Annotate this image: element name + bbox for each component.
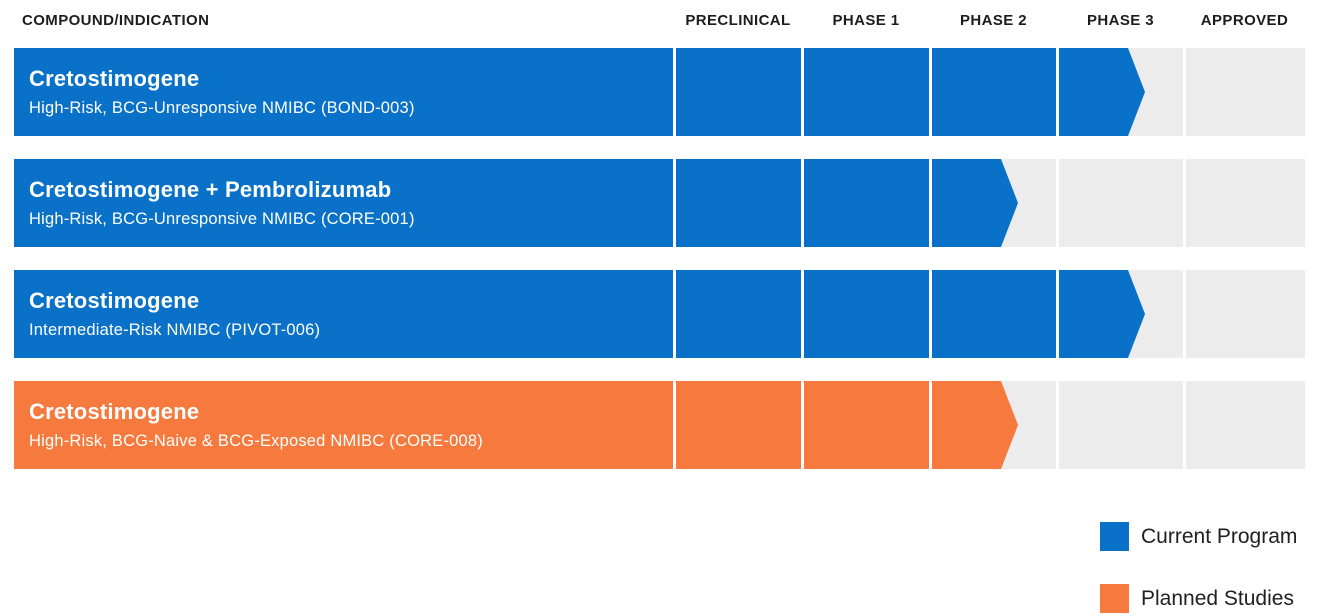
compound-name: Cretostimogene [29,288,200,313]
column-divider [1056,381,1059,469]
pipeline-row-core-001: Cretostimogene + Pembrolizumab High-Risk… [14,159,1305,247]
column-divider [1183,159,1186,247]
column-divider [1183,270,1186,358]
column-divider [673,159,676,247]
pipeline-rows: Cretostimogene High-Risk, BCG-Unresponsi… [14,48,1305,469]
column-divider [1183,48,1186,136]
column-divider [801,270,804,358]
column-header-row: COMPOUND/INDICATION PRECLINICAL PHASE 1 … [14,12,1305,29]
pipeline-row-core-008: Cretostimogene High-Risk, BCG-Naive & BC… [14,381,1305,469]
column-divider [673,270,676,358]
progress-bar: Cretostimogene + Pembrolizumab High-Risk… [14,159,1018,247]
legend-label-planned-studies: Planned Studies [1141,586,1294,610]
progress-bar: Cretostimogene High-Risk, BCG-Unresponsi… [14,48,1145,136]
pipeline-row-bond-003: Cretostimogene High-Risk, BCG-Unresponsi… [14,48,1305,136]
legend-item-planned-studies: Planned Studies [1100,584,1297,613]
column-header-approved: APPROVED [1200,12,1289,29]
indication-label: High-Risk, BCG-Unresponsive NMIBC (CORE-… [29,210,415,228]
column-divider [801,381,804,469]
column-divider [801,48,804,136]
column-divider [929,159,932,247]
indication-label: High-Risk, BCG-Unresponsive NMIBC (BOND-… [29,99,415,117]
indication-label: Intermediate-Risk NMIBC (PIVOT-006) [29,321,321,339]
column-divider [1056,48,1059,136]
column-header-phase-3: PHASE 3 [1087,12,1154,29]
compound-name: Cretostimogene [29,399,200,424]
column-divider [673,48,676,136]
column-divider [929,381,932,469]
column-divider [1056,159,1059,247]
legend-label-current-program: Current Program [1141,524,1298,548]
pipeline-row-pivot-006: Cretostimogene Intermediate-Risk NMIBC (… [14,270,1305,358]
legend-item-current-program: Current Program [1100,522,1297,551]
indication-label: High-Risk, BCG-Naive & BCG-Exposed NMIBC… [29,432,483,450]
progress-bar: Cretostimogene High-Risk, BCG-Naive & BC… [14,381,1018,469]
compound-name: Cretostimogene [29,66,200,91]
compound-name: Cretostimogene + Pembrolizumab [29,177,392,202]
legend: Current Program Planned Studies [1100,522,1297,613]
column-divider [1056,270,1059,358]
legend-swatch-current-program [1100,522,1129,551]
progress-bar: Cretostimogene Intermediate-Risk NMIBC (… [14,270,1145,358]
column-divider [673,381,676,469]
column-divider [1183,381,1186,469]
column-header-phase-1: PHASE 1 [832,12,900,29]
column-header-preclinical: PRECLINICAL [685,12,791,29]
column-divider [801,159,804,247]
column-divider [929,270,932,358]
column-header-phase-2: PHASE 2 [960,12,1027,29]
legend-swatch-planned-studies [1100,584,1129,613]
column-header-compound-indication: COMPOUND/INDICATION [22,12,210,29]
column-divider [929,48,932,136]
